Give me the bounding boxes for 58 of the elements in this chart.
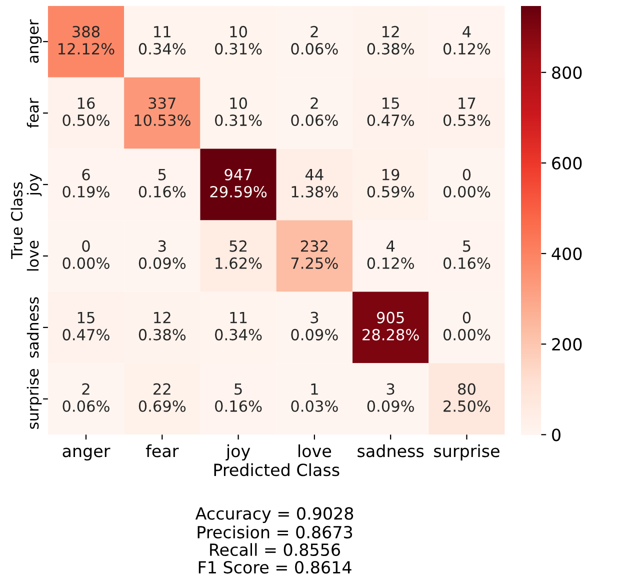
data-label: 947 29.59%: [210, 168, 267, 198]
data-label: 337 10.53%: [134, 97, 190, 126]
color-bar-label: 400: [552, 247, 582, 260]
data-label: 16 0.50%: [62, 97, 110, 126]
data-label: 5 0.16%: [138, 169, 186, 198]
color-bar-label: 600: [552, 156, 582, 170]
data-label: 80 2.50%: [444, 383, 490, 412]
color-bar-label: 800: [552, 66, 582, 79]
y-tick-label: joy: [26, 174, 42, 196]
data-label: 232 7.25%: [291, 240, 338, 269]
data-label: 2 0.06%: [62, 383, 110, 412]
text: F1 Score = 0.8614: [198, 560, 352, 574]
data-label: 11 0.34%: [138, 26, 186, 55]
x-tick-label: love: [298, 444, 332, 458]
data-label: 12 0.38%: [367, 26, 414, 55]
data-label: 12 0.38%: [138, 312, 186, 340]
data-label: 5 0.16%: [215, 383, 262, 412]
data-label: 905 28.28%: [362, 312, 419, 340]
data-label: 4 0.12%: [443, 26, 490, 55]
text: Precision = 0.8673: [198, 526, 352, 538]
data-label: 15 0.47%: [62, 312, 110, 340]
data-label: 52 1.62%: [216, 240, 262, 269]
data-label: 2 0.06%: [291, 26, 338, 55]
data-label: 10 0.31%: [215, 26, 262, 55]
y-tick-label: sadness: [26, 297, 39, 358]
y-tick-label: anger: [30, 19, 42, 63]
data-label: 11 0.34%: [215, 312, 262, 340]
color-bar-label: 0: [552, 428, 560, 442]
x-tick-label: anger: [62, 448, 110, 461]
data-label: 2 0.06%: [291, 97, 338, 126]
x-tick-label: fear: [146, 444, 179, 458]
data-label: 3 0.09%: [138, 240, 186, 269]
data-label: 5 0.16%: [443, 240, 490, 269]
y-axis-title: True Class: [10, 182, 23, 260]
data-label: 6 0.19%: [62, 168, 110, 198]
data-label: 10 0.31%: [215, 97, 262, 126]
data-label: 4 0.12%: [367, 240, 414, 269]
data-label: 19 0.59%: [367, 168, 414, 198]
x-tick-label: sadness: [358, 444, 424, 458]
data-label: 1 0.03%: [291, 383, 338, 412]
data-label: 0 0.00%: [443, 312, 490, 340]
text: Recall = 0.8556: [210, 543, 340, 556]
data-label: 3 0.09%: [291, 312, 338, 340]
data-label: 17 0.53%: [443, 98, 490, 126]
y-tick-label: fear: [26, 98, 39, 128]
data-label: 44 1.38%: [292, 169, 338, 198]
data-label: 22 0.69%: [138, 383, 186, 412]
x-tick-label: joy: [226, 444, 250, 461]
data-label: 3 0.09%: [367, 383, 414, 412]
data-label: 15 0.47%: [367, 98, 414, 126]
color-bar-label: 200: [552, 338, 582, 351]
data-label: 388 12.12%: [58, 26, 114, 55]
x-axis-title: Predicted Class: [214, 463, 340, 476]
data-label: 0 0.00%: [62, 240, 110, 269]
data-label: 0 0.00%: [443, 168, 490, 198]
x-tick-label: surprise: [434, 444, 500, 461]
text: Accuracy = 0.9028: [195, 507, 354, 523]
y-tick-label: love: [26, 240, 39, 271]
